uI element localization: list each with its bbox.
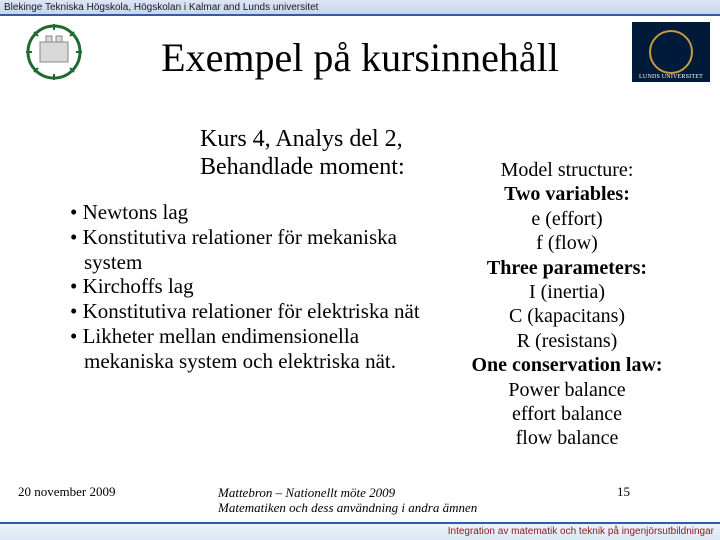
right-line: C (kapacitans) — [452, 304, 682, 328]
right-column: Model structure: Two variables: e (effor… — [452, 158, 682, 451]
right-heading: Model structure: — [452, 158, 682, 182]
footer-center-line-2: Matematiken och dess användning i andra … — [218, 501, 477, 516]
slide: Blekinge Tekniska Högskola, Högskolan i … — [0, 0, 720, 540]
slide-title: Exempel på kursinnehåll — [0, 34, 720, 81]
bullet-text: Kirchoffs lag — [83, 274, 194, 298]
bullet-text: Konstitutiva relationer för elektriska n… — [83, 299, 420, 323]
right-subheading: Three parameters: — [452, 256, 682, 280]
bullet-item: • Kirchoffs lag — [70, 274, 420, 299]
right-line: R (resistans) — [452, 329, 682, 353]
right-line: e (effort) — [452, 207, 682, 231]
bullet-item: • Likheter mellan endimensionella mekani… — [70, 324, 420, 374]
bullet-list: • Newtons lag • Konstitutiva relationer … — [70, 200, 420, 373]
right-subheading: One conservation law: — [452, 353, 682, 377]
bullet-item: • Newtons lag — [70, 200, 420, 225]
right-subheading: Two variables: — [452, 182, 682, 206]
institution-text: Blekinge Tekniska Högskola, Högskolan i … — [4, 2, 318, 13]
footer-center: Mattebron – Nationellt möte 2009 Matemat… — [218, 486, 477, 516]
footer-center-line-1: Mattebron – Nationellt möte 2009 — [218, 486, 477, 501]
right-line: flow balance — [452, 426, 682, 450]
bullet-item: • Konstitutiva relationer för elektriska… — [70, 299, 420, 324]
bottom-bar-text: Integration av matematik och teknik på i… — [448, 526, 714, 537]
page-number: 15 — [617, 484, 630, 500]
right-line: Power balance — [452, 378, 682, 402]
top-institution-bar: Blekinge Tekniska Högskola, Högskolan i … — [0, 0, 720, 16]
bullet-text: Konstitutiva relationer för mekaniska sy… — [83, 225, 397, 274]
subtitle-line-1: Kurs 4, Analys del 2, — [200, 126, 500, 154]
footer-date: 20 november 2009 — [18, 484, 115, 500]
bullet-item: • Konstitutiva relationer för mekaniska … — [70, 225, 420, 275]
right-line: effort balance — [452, 402, 682, 426]
bullet-text: Newtons lag — [83, 200, 189, 224]
right-line: I (inertia) — [452, 280, 682, 304]
bullet-text: Likheter mellan endimensionella mekanisk… — [83, 324, 396, 373]
right-line: f (flow) — [452, 231, 682, 255]
bottom-bar: Integration av matematik och teknik på i… — [0, 522, 720, 540]
